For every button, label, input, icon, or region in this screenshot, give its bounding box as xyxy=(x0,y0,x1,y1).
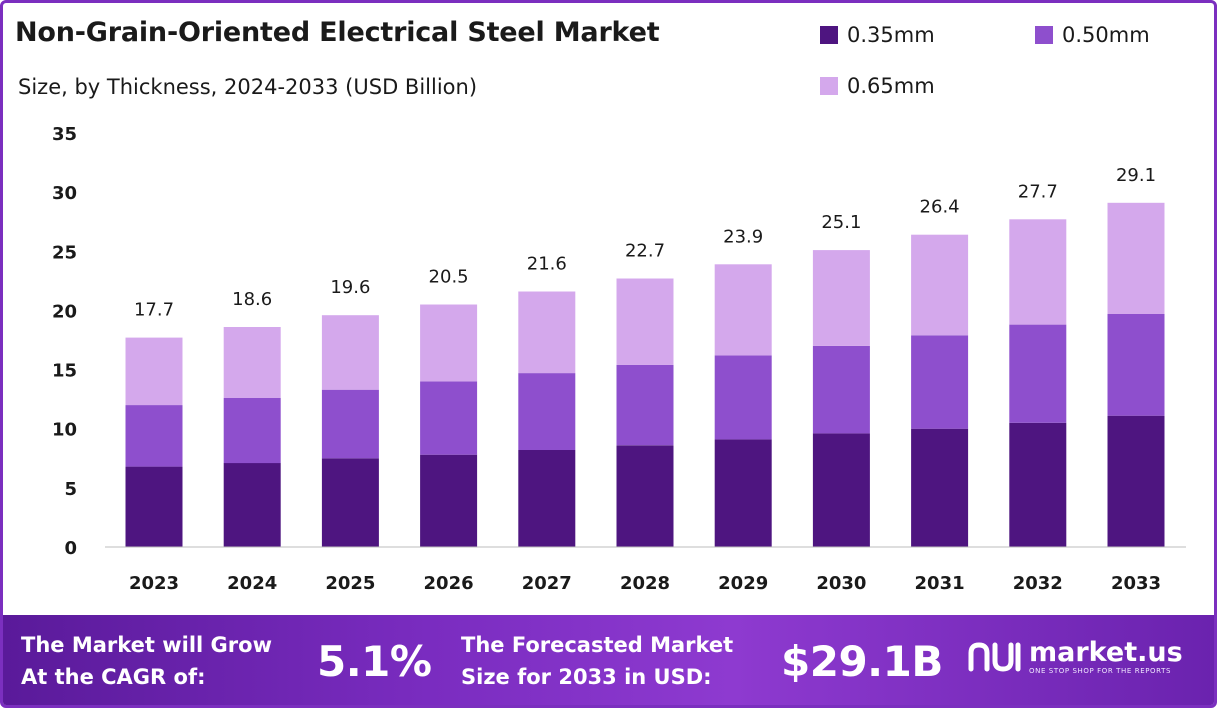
bar-segment-065mm-2024 xyxy=(223,327,281,398)
bar-segment-050mm-2033 xyxy=(1107,314,1165,416)
x-axis: 2023 2024 2025 2026 2027 2028 2029 2030 2031 2032… xyxy=(129,573,1161,594)
bar-segment-035mm-2024 xyxy=(223,463,281,547)
x-tick-label: 2028 xyxy=(620,573,670,594)
legend-label-050: 0.50mm xyxy=(1062,23,1150,47)
x-tick-label: 2032 xyxy=(1013,573,1063,594)
total-label: 26.4 xyxy=(920,197,960,218)
bar-segment-050mm-2024 xyxy=(223,398,281,464)
footer-banner: The Market will Grow At the CAGR of: 5.1… xyxy=(3,615,1214,705)
chart-subtitle: Size, by Thickness, 2024-2033 (USD Billi… xyxy=(18,75,478,99)
bar-stacks xyxy=(125,202,1165,547)
legend-item-050: 0.50mm xyxy=(1035,23,1150,47)
total-label: 27.7 xyxy=(1018,181,1058,202)
cagr-label-line1: The Market will Grow xyxy=(21,633,272,657)
legend-label-035: 0.35mm xyxy=(847,23,935,47)
legend-swatch-065 xyxy=(820,77,838,95)
y-tick-label: 35 xyxy=(52,124,77,145)
x-tick-label: 2023 xyxy=(129,573,179,594)
cagr-label: The Market will Grow At the CAGR of: xyxy=(21,629,272,693)
total-label: 21.6 xyxy=(527,254,567,275)
x-tick-label: 2024 xyxy=(227,573,277,594)
bar-segment-050mm-2030 xyxy=(812,345,870,434)
legend-swatch-035 xyxy=(820,26,838,44)
cagr-label-line2: At the CAGR of: xyxy=(21,665,206,689)
total-label: 29.1 xyxy=(1116,165,1156,186)
x-tick-label: 2026 xyxy=(424,573,474,594)
y-tick-label: 10 xyxy=(52,420,77,441)
x-tick-label: 2025 xyxy=(325,573,375,594)
legend-item-035: 0.35mm xyxy=(820,23,935,47)
bar-segment-050mm-2027 xyxy=(518,373,576,450)
bar-segment-035mm-2027 xyxy=(518,450,576,547)
bar-segment-035mm-2023 xyxy=(125,466,183,547)
bar-segment-065mm-2023 xyxy=(125,337,183,405)
bar-segment-065mm-2025 xyxy=(321,315,379,390)
forecast-label-line1: The Forecasted Market xyxy=(461,633,734,657)
total-label: 25.1 xyxy=(821,212,861,233)
bar-segment-050mm-2031 xyxy=(911,335,969,429)
total-label: 22.7 xyxy=(625,241,665,262)
bar-segment-035mm-2026 xyxy=(420,454,478,547)
legend-label-065: 0.65mm xyxy=(847,74,935,98)
y-tick-label: 20 xyxy=(52,301,77,322)
cagr-value: 5.1% xyxy=(317,637,432,686)
y-tick-label: 25 xyxy=(52,242,77,263)
y-tick-label: 30 xyxy=(52,183,77,204)
total-label: 23.9 xyxy=(723,226,763,247)
brand-logo: market.us ONE STOP SHOP FOR THE REPORTS xyxy=(967,639,1183,675)
bar-segment-065mm-2029 xyxy=(714,264,772,356)
bar-segment-035mm-2028 xyxy=(616,445,674,547)
brand-name: market.us xyxy=(1029,637,1183,668)
bar-segment-065mm-2028 xyxy=(616,278,674,365)
total-label: 20.5 xyxy=(429,267,469,288)
x-tick-label: 2030 xyxy=(816,573,866,594)
total-label: 17.7 xyxy=(134,300,174,321)
bar-segment-050mm-2028 xyxy=(616,364,674,446)
total-label: 19.6 xyxy=(330,277,370,298)
bar-segment-065mm-2030 xyxy=(812,250,870,346)
total-label: 18.6 xyxy=(232,289,272,310)
x-tick-label: 2031 xyxy=(915,573,965,594)
brand-tagline: ONE STOP SHOP FOR THE REPORTS xyxy=(1029,667,1172,675)
market-us-logo-icon xyxy=(968,642,1021,672)
x-tick-label: 2027 xyxy=(522,573,572,594)
bar-segment-050mm-2025 xyxy=(321,389,379,459)
forecast-label-line2: Size for 2033 in USD: xyxy=(461,665,712,689)
forecast-label: The Forecasted Market Size for 2033 in U… xyxy=(461,629,733,693)
x-tick-label: 2029 xyxy=(718,573,768,594)
bar-segment-050mm-2023 xyxy=(125,405,183,467)
legend-swatch-050 xyxy=(1035,26,1053,44)
x-tick-label: 2033 xyxy=(1111,573,1161,594)
bar-segment-065mm-2033 xyxy=(1107,202,1165,314)
forecast-value: $29.1B xyxy=(781,637,943,686)
bar-segment-050mm-2032 xyxy=(1009,324,1067,423)
y-axis: 0 5 10 15 20 25 30 35 xyxy=(52,124,77,559)
chart-title: Non-Grain-Oriented Electrical Steel Mark… xyxy=(15,17,660,48)
y-tick-label: 0 xyxy=(64,538,77,559)
bar-segment-065mm-2032 xyxy=(1009,219,1067,325)
y-tick-label: 5 xyxy=(64,479,77,500)
bar-segment-050mm-2029 xyxy=(714,355,772,440)
total-labels: 17.7 18.6 19.6 20.5 21.6 22.7 23.9 25.1 26.4 27.7… xyxy=(134,165,1156,321)
bar-segment-035mm-2030 xyxy=(812,433,870,547)
bar-segment-065mm-2027 xyxy=(518,291,576,374)
bar-segment-035mm-2029 xyxy=(714,439,772,547)
legend-item-065: 0.65mm xyxy=(820,74,935,98)
bar-segment-035mm-2033 xyxy=(1107,415,1165,547)
bar-segment-035mm-2032 xyxy=(1009,422,1067,547)
bar-segment-035mm-2025 xyxy=(321,458,379,547)
bar-segment-065mm-2031 xyxy=(911,234,969,336)
bar-segment-050mm-2026 xyxy=(420,381,478,455)
bar-segment-065mm-2026 xyxy=(420,304,478,382)
y-tick-label: 15 xyxy=(52,361,77,382)
bar-segment-035mm-2031 xyxy=(911,428,969,547)
